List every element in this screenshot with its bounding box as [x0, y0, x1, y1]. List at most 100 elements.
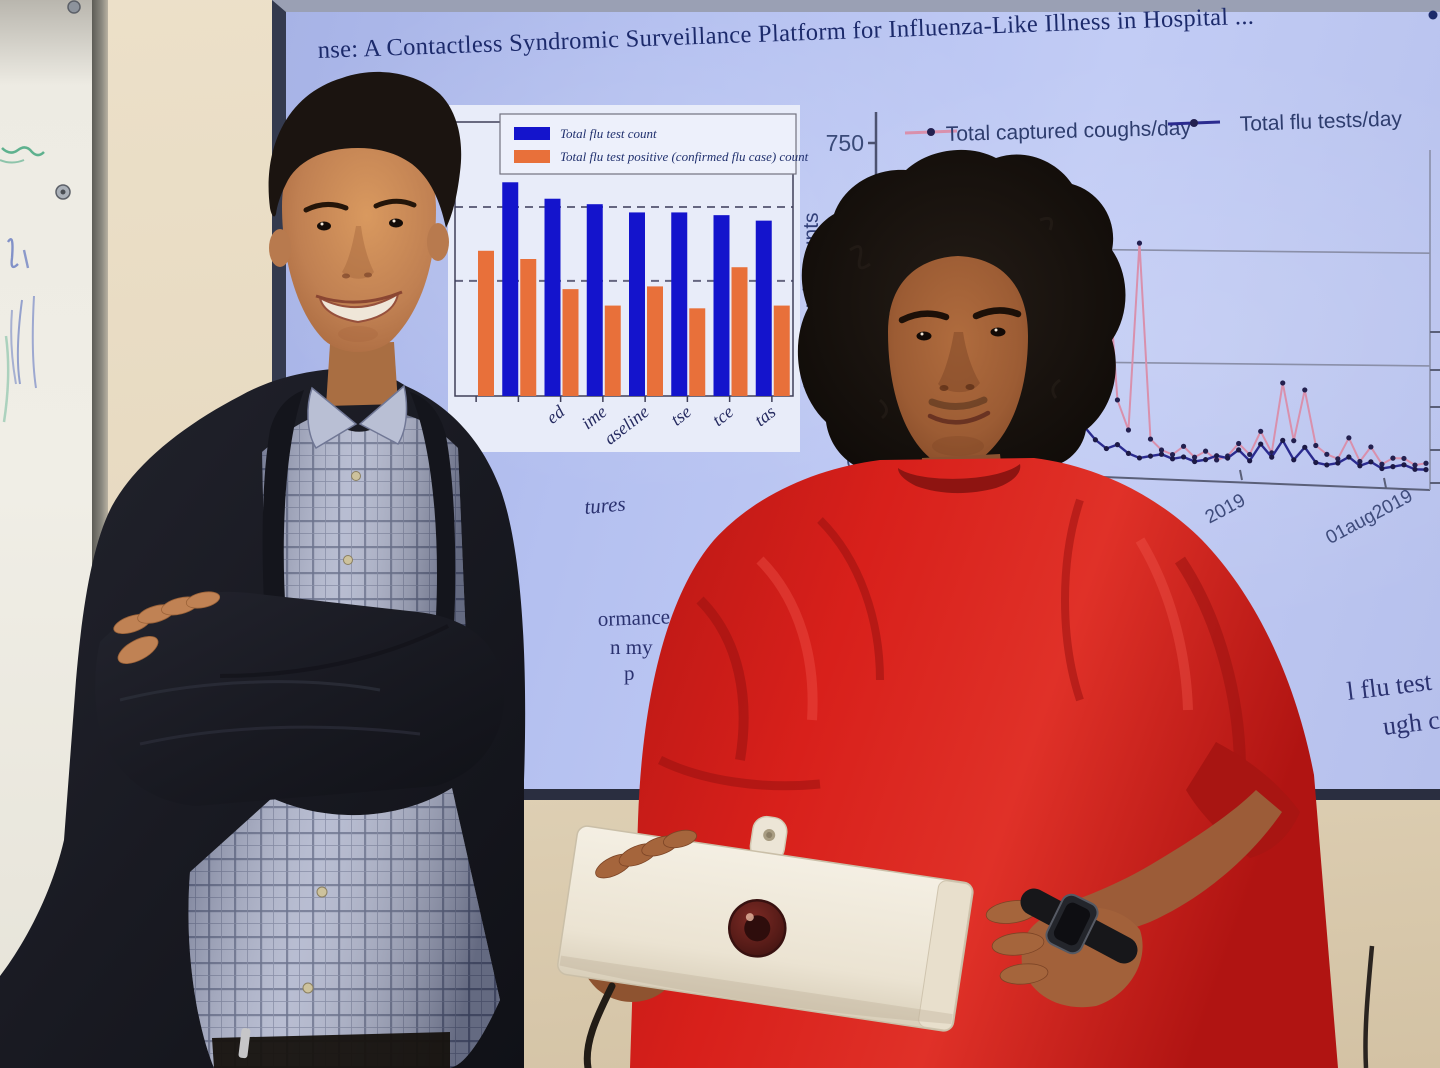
data-point [1302, 387, 1308, 393]
data-point [1357, 463, 1363, 469]
data-point [1169, 451, 1176, 458]
legend-marker-dot [1190, 119, 1198, 127]
flusense-device [557, 815, 974, 1032]
data-point [1103, 445, 1110, 452]
jaw-shadow [932, 436, 984, 456]
x-tick-label: 01aug2019 [1323, 486, 1417, 549]
data-point [1225, 455, 1231, 461]
microphone-glint [745, 913, 754, 922]
right-person-mouth [927, 410, 991, 425]
bar-flu-positive-count [773, 305, 790, 396]
figure-caption-fragment: tures [583, 491, 626, 519]
slide-text-fragment-1: ormance [597, 604, 670, 631]
left-person [0, 71, 526, 1068]
legend-swatch [514, 150, 550, 163]
right-person-left-forearm [1070, 790, 1282, 938]
data-point [1368, 459, 1374, 465]
right-person-eyes [916, 327, 1006, 341]
data-point [1191, 454, 1198, 460]
data-point [1368, 444, 1374, 450]
shirt-folds [657, 498, 1246, 791]
bar-flu-positive-count [478, 250, 494, 396]
y-tick-label-750: 750 [826, 130, 864, 156]
left-person-ear [427, 223, 449, 261]
data-point [1180, 443, 1187, 449]
rolled-cuff [1186, 742, 1300, 858]
whiteboard-screws [55, 0, 81, 200]
data-point [1247, 458, 1253, 464]
data-point [1280, 380, 1286, 386]
data-point [1401, 455, 1407, 462]
shirt-button [316, 886, 328, 898]
bar-flu-test-count [586, 204, 603, 396]
whiteboard-scribbles [0, 146, 45, 423]
data-point [1335, 456, 1341, 462]
data-point [1158, 451, 1165, 457]
device-bottom-shade [559, 955, 953, 1025]
arm-fold-line [139, 725, 421, 746]
nostril [364, 272, 372, 278]
left-person-shirt-lower-shade [188, 788, 501, 1068]
data-point [1258, 428, 1264, 434]
data-point [1302, 444, 1308, 450]
legend-swatch [514, 127, 550, 140]
bar-flu-test-count [671, 212, 688, 396]
data-point [1324, 462, 1330, 468]
data-point [1202, 457, 1209, 463]
data-point [1258, 441, 1264, 447]
line-legend-label: Total flu tests/day [1239, 107, 1402, 136]
data-point [1236, 447, 1242, 453]
data-point [1180, 454, 1187, 460]
x-tick [1383, 477, 1387, 489]
data-point [1247, 451, 1253, 458]
data-point [1191, 458, 1198, 465]
line-legend-label: Total captured coughs/day [946, 117, 1192, 146]
legend-marker-dot [927, 128, 935, 136]
data-point [1346, 454, 1352, 460]
data-point [1202, 448, 1209, 454]
data-point [1092, 437, 1098, 443]
slide-text-fragment-5: ugh co [1381, 704, 1440, 741]
data-point [1379, 461, 1385, 467]
slide-text-fragment-2: n my [610, 635, 653, 659]
left-person-eyebrows [303, 198, 417, 213]
left-person-ear [269, 229, 291, 267]
bar-flu-positive-count [604, 305, 621, 396]
right-person-eyebrows [898, 307, 1022, 324]
data-point [1390, 455, 1396, 461]
left-person-hand-fingers [113, 591, 221, 664]
bar-flu-positive-count [647, 286, 663, 396]
shirt-button [343, 555, 353, 565]
nostril [342, 273, 350, 279]
left-person-crossed-arms [95, 591, 505, 806]
hair-curl-lines [849, 216, 1061, 420]
legend-label: Total flu test count [560, 126, 657, 141]
x-tick [1239, 469, 1243, 481]
data-point [1423, 460, 1429, 466]
data-point [1357, 458, 1363, 465]
nostril [965, 384, 975, 390]
left-person-hair [268, 71, 462, 228]
left-person-neck [326, 342, 398, 406]
data-point [1379, 465, 1385, 472]
data-point [1412, 462, 1418, 468]
data-point [1158, 447, 1165, 453]
bar-flu-test-count [544, 198, 561, 396]
upper-lip-line [315, 290, 403, 304]
bar-flu-positive-count [562, 289, 579, 396]
data-point [1412, 466, 1418, 472]
data-point [1291, 438, 1297, 444]
data-point [1114, 442, 1121, 448]
bar-flu-test-count [713, 215, 730, 396]
right-person-nose [938, 332, 980, 393]
legend-label: Total flu test positive (confirmed flu c… [560, 149, 809, 164]
left-person-collar-right [358, 384, 408, 445]
wall-cable [1363, 945, 1375, 1068]
right-hand-fingers-over-device [595, 829, 698, 879]
data-point [1346, 435, 1352, 441]
device-end-cap [918, 880, 973, 1031]
bar-flu-positive-count [520, 259, 537, 396]
device-mount-hole-center [766, 832, 773, 839]
